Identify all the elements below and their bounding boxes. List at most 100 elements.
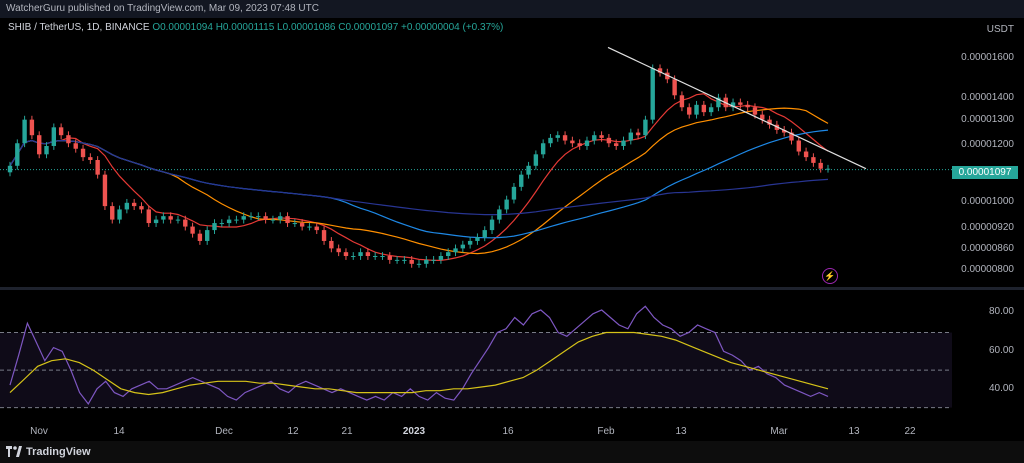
pane-separator[interactable] [0, 287, 1024, 290]
candle-body [321, 230, 327, 241]
candle-body [438, 256, 444, 260]
candle-body [205, 230, 210, 241]
candle-body [687, 107, 692, 115]
candle-body [708, 107, 714, 113]
rsi-ma-line [9, 331, 829, 396]
candle-body [51, 127, 57, 146]
candle-body [467, 240, 473, 245]
candle-body [314, 226, 319, 231]
candle-body [796, 140, 801, 152]
candle-body [540, 143, 546, 155]
candle-body [190, 226, 195, 234]
time-label: Feb [597, 426, 615, 437]
candle-body [497, 209, 502, 220]
candle-body [336, 248, 341, 253]
candle-body [241, 216, 246, 220]
candle-body [460, 244, 466, 249]
candle-body [446, 252, 451, 257]
candle-body [614, 143, 619, 146]
candle-body [592, 135, 597, 141]
candle-body [7, 165, 13, 173]
candle-body [263, 216, 268, 220]
candle-body [665, 72, 670, 80]
candle-body [380, 256, 385, 258]
candle-body [117, 209, 122, 220]
candle-body [672, 79, 677, 96]
rsi-label: 40.00 [988, 383, 1014, 394]
rsi-chart[interactable] [0, 291, 952, 421]
candle-body [146, 209, 151, 224]
candle-body [110, 206, 115, 220]
candle-body [519, 174, 524, 187]
candle-body [73, 143, 78, 149]
candle-body [102, 174, 108, 207]
ohlc-values: O0.00001094 H0.00001115 L0.00001086 C0.0… [152, 22, 504, 33]
candle-body [212, 223, 217, 231]
candle-body [168, 216, 173, 220]
candle-body [285, 216, 290, 224]
candle-body [606, 137, 612, 144]
candle-body [351, 256, 356, 258]
candle-body [818, 162, 823, 169]
candle-body [760, 114, 765, 120]
candle-body [482, 230, 487, 238]
candle-body [752, 107, 758, 115]
candle-body [679, 95, 685, 108]
candle-body [183, 219, 188, 227]
candle-body [365, 252, 371, 257]
candle-body [789, 132, 794, 141]
candle-body [153, 219, 159, 224]
price-label: 0.00001200 [961, 139, 1014, 150]
candle-body [526, 165, 531, 175]
candle-body [409, 259, 414, 264]
candle-body [453, 248, 458, 253]
price-label: 0.00001400 [961, 92, 1014, 103]
moving-average-line [9, 93, 829, 261]
candle-body [343, 252, 349, 257]
candle-body [139, 206, 144, 210]
candle-body [37, 135, 42, 155]
time-label: Nov [30, 426, 48, 437]
price-label: 0.00001300 [961, 114, 1014, 125]
moving-average-line [9, 139, 829, 216]
candle-body [248, 216, 254, 218]
time-label: Mar [770, 426, 788, 437]
moving-average-line [9, 129, 829, 239]
candle-body [278, 216, 283, 220]
candle-body [372, 256, 378, 258]
publisher-text: WatcherGuru published on TradingView.com… [6, 3, 319, 14]
flash-icon[interactable]: ⚡ [822, 268, 838, 284]
candle-body [22, 119, 27, 144]
candle-body [716, 97, 721, 108]
candle-body [767, 119, 772, 125]
candle-body [402, 259, 407, 261]
candle-body [657, 68, 663, 73]
candle-body [15, 143, 20, 166]
candle-body [226, 219, 232, 224]
moving-average-line [9, 107, 829, 255]
candle-body [570, 140, 575, 144]
price-chart[interactable] [0, 18, 952, 286]
candle-body [730, 102, 736, 108]
candle-body [562, 135, 568, 141]
candle-body [511, 186, 517, 200]
candle-body [584, 140, 590, 146]
rsi-label: 80.00 [988, 306, 1014, 317]
time-label: 22 [904, 426, 916, 437]
time-label: 16 [502, 426, 514, 437]
candle-body [489, 219, 495, 231]
candle-body [329, 240, 334, 249]
trendline [607, 46, 867, 170]
price-axis-unit: USDT [986, 24, 1014, 35]
time-label: 13 [848, 426, 860, 437]
candle-body [621, 140, 626, 146]
candle-body [628, 132, 633, 141]
symbol-legend[interactable]: SHIB / TetherUS, 1D, BINANCE O0.00001094… [8, 22, 503, 33]
footer-bar: TradingView [0, 441, 1024, 463]
candle-body [292, 223, 298, 225]
footer-brand: TradingView [26, 446, 91, 458]
candle-body [548, 137, 553, 144]
candle-body [650, 68, 655, 120]
candle-body [811, 157, 816, 163]
candle-body [533, 154, 539, 166]
